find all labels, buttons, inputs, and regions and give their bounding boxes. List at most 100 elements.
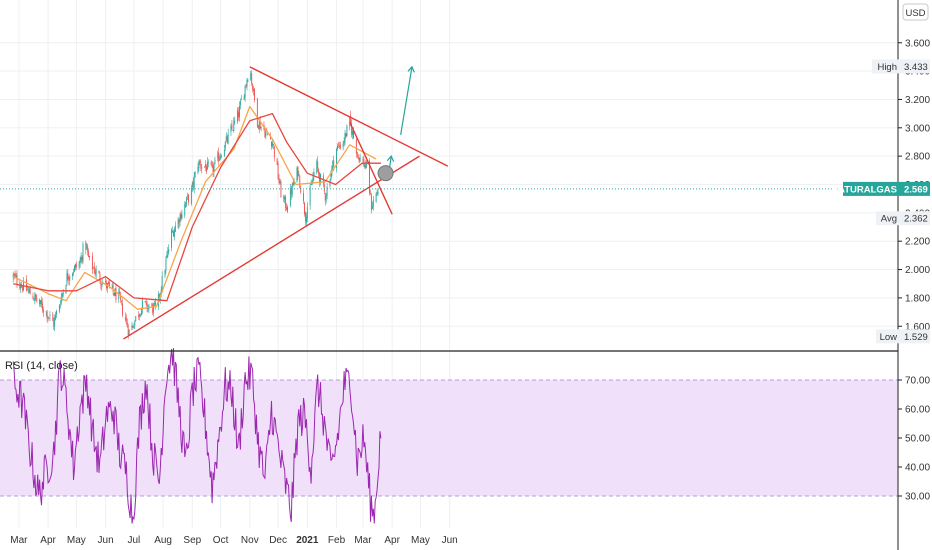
candle-body <box>357 154 359 157</box>
candle <box>199 159 201 166</box>
candle-body <box>13 273 15 276</box>
candle-body <box>20 286 22 289</box>
trendlines <box>123 65 449 340</box>
candle-body <box>146 302 148 309</box>
projection-arrow[interactable] <box>400 65 415 135</box>
candle <box>82 241 84 264</box>
candle-body <box>324 193 326 201</box>
candle-body <box>213 164 215 173</box>
x-tick-label: Mar <box>354 535 372 546</box>
candle <box>224 140 226 152</box>
candle <box>80 252 82 264</box>
candle <box>88 248 90 258</box>
candle-body <box>53 320 55 327</box>
candle <box>85 240 87 255</box>
candle <box>135 316 137 322</box>
candle-body <box>194 172 196 178</box>
candle-body <box>283 195 285 200</box>
x-tick-label: May <box>67 535 86 546</box>
candle-body <box>260 126 262 129</box>
candle-body <box>364 165 366 168</box>
candle <box>101 283 103 291</box>
candle-body <box>131 324 133 330</box>
candle <box>250 70 252 81</box>
candle <box>41 296 42 308</box>
candle-body <box>174 225 176 232</box>
candle <box>291 182 293 198</box>
candle-body <box>40 300 41 304</box>
candle <box>120 292 122 303</box>
candle <box>364 164 366 169</box>
candle-body <box>14 273 16 276</box>
candle <box>73 268 74 277</box>
candle-body <box>138 315 140 317</box>
candle-body <box>65 285 67 294</box>
candle <box>223 144 225 157</box>
candle <box>324 192 326 206</box>
x-tick-label: 2021 <box>296 535 319 546</box>
candle <box>316 159 318 175</box>
trendline[interactable] <box>349 121 393 215</box>
candle <box>168 244 170 255</box>
candle-body <box>233 120 235 131</box>
candle-body <box>214 159 216 164</box>
candle-body <box>125 318 127 321</box>
candle <box>300 185 302 194</box>
candle-body <box>318 169 320 175</box>
rsi-band <box>0 380 898 496</box>
candle <box>94 267 96 277</box>
trendline[interactable] <box>249 66 449 167</box>
candle-body <box>234 120 236 122</box>
candle-body <box>54 317 56 327</box>
candle-body <box>296 167 298 182</box>
candle-body <box>306 207 308 219</box>
candle-body <box>49 315 51 317</box>
symbol-price-tag <box>843 181 930 196</box>
candle <box>177 216 179 230</box>
candle-body <box>151 304 153 306</box>
candle-body <box>206 166 207 172</box>
candle-body <box>72 273 74 277</box>
candle <box>98 270 100 274</box>
candle <box>194 171 196 178</box>
candle <box>86 243 88 250</box>
candle <box>146 300 148 313</box>
candle-body <box>204 166 206 168</box>
high-tag <box>872 59 930 74</box>
candle-body <box>69 277 71 281</box>
candle <box>358 157 360 164</box>
candle <box>332 160 334 170</box>
trendline[interactable] <box>123 155 420 340</box>
candle <box>154 300 156 307</box>
candle-body <box>342 143 344 148</box>
candle <box>337 143 338 152</box>
candle <box>213 162 215 178</box>
candle-body <box>21 285 23 288</box>
candle <box>217 150 219 162</box>
candle-body <box>238 112 239 118</box>
candle-body <box>140 315 141 316</box>
candle <box>356 151 358 159</box>
candle-body <box>192 180 194 187</box>
candle <box>74 263 76 271</box>
candle <box>138 311 140 320</box>
candle <box>271 141 272 150</box>
breakout-marker[interactable] <box>377 165 394 182</box>
candle-body <box>177 218 179 228</box>
candle <box>75 261 77 271</box>
candle <box>323 181 325 195</box>
candle-body <box>264 130 266 138</box>
candle <box>133 323 135 329</box>
candle <box>93 262 95 275</box>
rsi-title: RSI (14, close) <box>5 360 78 372</box>
candle <box>345 132 347 139</box>
candle-body <box>191 182 193 188</box>
candle <box>134 320 136 330</box>
candle <box>337 141 339 148</box>
candle <box>298 170 300 177</box>
candle <box>220 153 222 161</box>
currency-badge[interactable] <box>902 3 929 21</box>
candle-body <box>365 164 367 169</box>
candle <box>286 203 288 211</box>
